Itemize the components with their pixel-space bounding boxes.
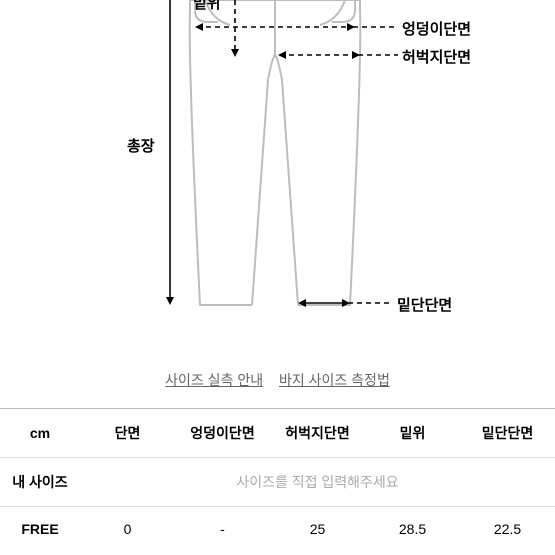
cell: 22.5 xyxy=(460,507,555,552)
row-label: FREE xyxy=(0,507,80,552)
table-header-row: cm 단면 엉덩이단면 허벅지단면 밑위 밑단단면 xyxy=(0,409,555,458)
link-size-guide[interactable]: 사이즈 실측 안내 xyxy=(165,372,263,388)
my-size-input[interactable]: 사이즈를 직접 입력해주세요 xyxy=(80,458,555,507)
cell: 25 xyxy=(270,507,365,552)
col-header: 허벅지단면 xyxy=(270,409,365,458)
cell: 0 xyxy=(80,507,175,552)
link-measure-guide[interactable]: 바지 사이즈 측정법 xyxy=(279,372,390,388)
cell: 28.5 xyxy=(365,507,460,552)
label-thigh: 허벅지단면 xyxy=(402,46,471,67)
col-header: 밑위 xyxy=(365,409,460,458)
pants-diagram: 밑위 엉덩이단면 허벅지단면 총장 밑단단면 xyxy=(0,0,555,360)
col-header: 엉덩이단면 xyxy=(175,409,270,458)
my-size-row: 내 사이즈 사이즈를 직접 입력해주세요 xyxy=(0,458,555,507)
label-hem: 밑단단면 xyxy=(397,294,452,315)
size-table: cm 단면 엉덩이단면 허벅지단면 밑위 밑단단면 내 사이즈 사이즈를 직접 … xyxy=(0,408,555,551)
guide-links: 사이즈 실측 안내 바지 사이즈 측정법 xyxy=(0,360,555,408)
col-header: 밑단단면 xyxy=(460,409,555,458)
table-row: FREE 0 - 25 28.5 22.5 xyxy=(0,507,555,552)
my-size-label: 내 사이즈 xyxy=(0,458,80,507)
unit-header: cm xyxy=(0,409,80,458)
pants-svg xyxy=(0,0,555,360)
label-rise: 밑위 xyxy=(193,0,221,13)
label-hip: 엉덩이단면 xyxy=(402,18,471,39)
cell: - xyxy=(175,507,270,552)
label-length: 총장 xyxy=(127,135,155,156)
col-header: 단면 xyxy=(80,409,175,458)
